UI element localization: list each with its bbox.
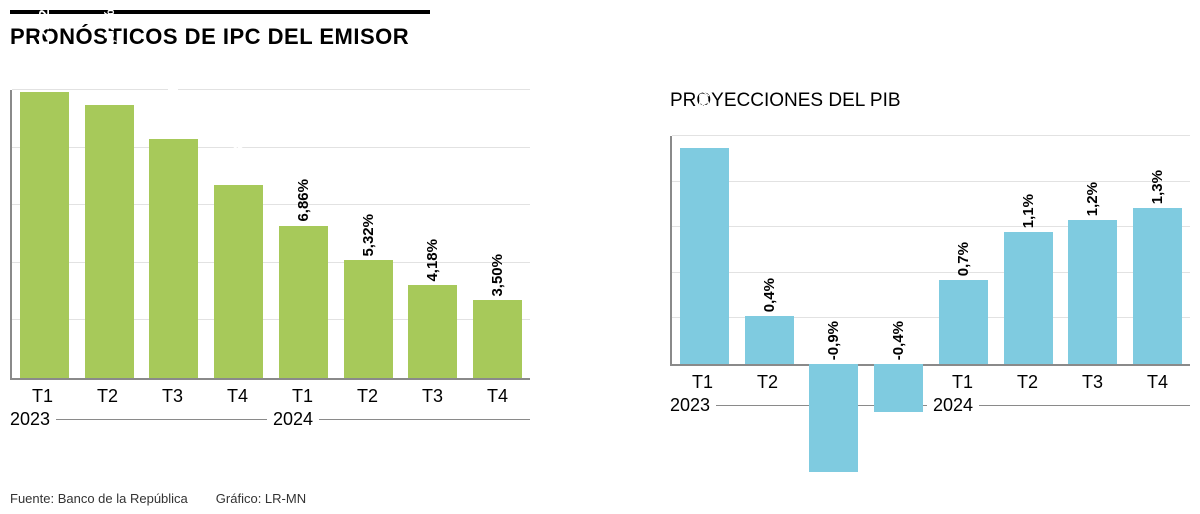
bar-slot: 5,32% bbox=[336, 90, 401, 378]
bar bbox=[680, 148, 729, 364]
bar-value-label: 8,71% bbox=[230, 106, 247, 149]
year-label: 2023 bbox=[10, 409, 50, 430]
ipc-x-axis: T1T2T3T4T1T2T3T4 bbox=[10, 386, 530, 407]
bar-value-label: 10,79% bbox=[165, 43, 182, 94]
page-title: PRONÓSTICOS DE IPC DEL EMISOR bbox=[10, 24, 1190, 50]
year-group: 2023 bbox=[10, 409, 267, 430]
bar-value-label: 1,1% bbox=[1020, 194, 1037, 228]
year-group: 2024 bbox=[273, 409, 530, 430]
ipc-bars: 12,92%12,32%10,79% 8,71% 6,86% 5,32% 4,18% 3,… bbox=[12, 90, 530, 378]
bar-value-label: -0,4% bbox=[890, 321, 907, 360]
pib-year-row: 2023 2024 bbox=[670, 395, 1190, 416]
year-line bbox=[319, 419, 530, 420]
bar bbox=[408, 285, 457, 378]
source-row: Fuente: Banco de la República Gráfico: L… bbox=[10, 491, 306, 506]
ipc-year-row: 2023 2024 bbox=[10, 409, 530, 430]
bar-slot: 12,92% bbox=[12, 90, 77, 378]
bar-value-label: 12,32% bbox=[101, 9, 118, 60]
ipc-plot: 12,92%12,32%10,79% 8,71% 6,86% 5,32% 4,18% 3,… bbox=[10, 90, 530, 380]
bar bbox=[214, 185, 263, 378]
bar-slot: 0,4% bbox=[737, 136, 802, 364]
bar-value-label: 1,3% bbox=[1149, 170, 1166, 204]
year-label: 2024 bbox=[933, 395, 973, 416]
bar-value-label: 4,18% bbox=[424, 239, 441, 282]
bar-value-label: 12,92% bbox=[36, 0, 53, 47]
x-tick: T3 bbox=[140, 386, 205, 407]
bar bbox=[939, 280, 988, 364]
bar bbox=[1004, 232, 1053, 364]
bar bbox=[809, 364, 858, 472]
x-tick: T4 bbox=[205, 386, 270, 407]
bar-slot: 4,18% bbox=[401, 90, 466, 378]
bar-slot: 3,50% bbox=[465, 90, 530, 378]
year-line bbox=[979, 405, 1190, 406]
bar-slot: 6,86% bbox=[271, 90, 336, 378]
pib-chart: PROYECCIONES DEL PIB 1,8% 0,4% -0,9% -0,4% 0… bbox=[670, 90, 1190, 430]
year-group: 2024 bbox=[933, 395, 1190, 416]
ipc-chart: 12,92%12,32%10,79% 8,71% 6,86% 5,32% 4,18% 3,… bbox=[10, 90, 530, 430]
bar-slot: 1,8% bbox=[672, 136, 737, 364]
x-tick: T2 bbox=[995, 372, 1060, 393]
bar bbox=[473, 300, 522, 378]
x-tick: T4 bbox=[465, 386, 530, 407]
bar-value-label: 6,86% bbox=[295, 179, 312, 222]
bar-slot: 12,32% bbox=[77, 90, 142, 378]
bar-value-label: -0,9% bbox=[825, 321, 842, 360]
bar bbox=[1068, 220, 1117, 364]
bar-slot: -0,4% bbox=[866, 136, 931, 364]
pib-x-axis: T1T2T3T4T1T2T3T4 bbox=[670, 372, 1190, 393]
year-label: 2024 bbox=[273, 409, 313, 430]
year-line bbox=[56, 419, 267, 420]
bar bbox=[85, 105, 134, 378]
bar-value-label: 3,50% bbox=[489, 254, 506, 297]
x-tick: T3 bbox=[1060, 372, 1125, 393]
x-tick: T1 bbox=[670, 372, 735, 393]
title-rule bbox=[10, 10, 430, 14]
bar-slot: 0,7% bbox=[931, 136, 996, 364]
bar-slot: -0,9% bbox=[802, 136, 867, 364]
bar-slot: 1,3% bbox=[1125, 136, 1190, 364]
bar bbox=[279, 226, 328, 378]
x-tick: T2 bbox=[335, 386, 400, 407]
graphic-credit: Gráfico: LR-MN bbox=[216, 491, 306, 506]
bar-value-label: 0,7% bbox=[955, 242, 972, 276]
bar bbox=[745, 316, 794, 364]
source-text: Fuente: Banco de la República bbox=[10, 491, 188, 506]
bar-value-label: 5,32% bbox=[360, 214, 377, 257]
bar-slot: 1,1% bbox=[996, 136, 1061, 364]
x-tick: T2 bbox=[735, 372, 800, 393]
x-tick: T2 bbox=[75, 386, 140, 407]
year-label: 2023 bbox=[670, 395, 710, 416]
x-tick: T3 bbox=[400, 386, 465, 407]
bar-slot: 8,71% bbox=[206, 90, 271, 378]
x-tick: T1 bbox=[930, 372, 995, 393]
bar bbox=[149, 139, 198, 378]
bar bbox=[20, 92, 69, 378]
pib-bars: 1,8% 0,4% -0,9% -0,4% 0,7% 1,1% 1,2% 1,3% bbox=[672, 136, 1190, 364]
bar bbox=[1133, 208, 1182, 364]
pib-plot: 1,8% 0,4% -0,9% -0,4% 0,7% 1,1% 1,2% 1,3% bbox=[670, 136, 1190, 366]
bar bbox=[344, 260, 393, 378]
bar-slot: 1,2% bbox=[1061, 136, 1126, 364]
x-tick: T1 bbox=[270, 386, 335, 407]
pib-subtitle: PROYECCIONES DEL PIB bbox=[670, 90, 1190, 112]
bar-value-label: 1,8% bbox=[696, 86, 713, 120]
bar-slot: 10,79% bbox=[142, 90, 207, 378]
bar-value-label: 1,2% bbox=[1084, 182, 1101, 216]
x-tick: T4 bbox=[1125, 372, 1190, 393]
bar-value-label: 0,4% bbox=[761, 278, 778, 312]
x-tick: T1 bbox=[10, 386, 75, 407]
bar bbox=[874, 364, 923, 412]
